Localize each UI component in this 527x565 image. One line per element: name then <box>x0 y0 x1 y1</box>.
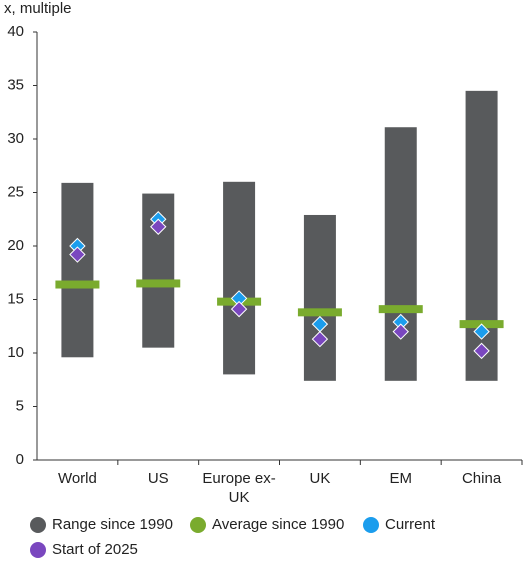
y-tick-label: 5 <box>16 397 24 414</box>
legend-swatch <box>363 517 379 533</box>
average-marker <box>136 279 181 288</box>
y-tick-label: 35 <box>7 76 24 93</box>
y-tick-label: 20 <box>7 237 24 254</box>
average-marker <box>297 308 342 317</box>
diamond-marker <box>69 246 86 263</box>
legend-label: Range since 1990 <box>52 516 173 533</box>
legend-label: Current <box>385 516 436 533</box>
diamond-marker <box>392 323 409 340</box>
y-tick-label: 10 <box>7 344 24 361</box>
y-axis-label: x, multiple <box>4 0 72 17</box>
diamond-marker <box>473 323 490 340</box>
average-marker <box>55 280 100 289</box>
y-tick-label: 40 <box>7 23 24 40</box>
diamond-marker <box>150 218 167 235</box>
legend-swatch <box>190 517 206 533</box>
diamond-marker <box>473 342 490 360</box>
x-tick-label: EM <box>389 470 413 487</box>
y-tick-label: 0 <box>16 451 24 468</box>
y-tick-label: 25 <box>7 183 24 200</box>
x-tick-label: US <box>147 470 169 487</box>
y-tick-label: 30 <box>7 130 24 147</box>
x-tick-label: Europe ex-UK <box>202 470 276 506</box>
legend-label: Start of 2025 <box>52 541 138 558</box>
x-tick-label: China <box>461 470 502 487</box>
legend-swatch <box>30 517 46 533</box>
diamond-marker <box>311 330 329 348</box>
range-bar <box>303 214 336 381</box>
average-marker <box>378 305 423 314</box>
x-tick-label: World <box>57 470 97 487</box>
range-bar <box>384 127 417 381</box>
y-tick-label: 15 <box>7 290 24 307</box>
range-bar <box>223 181 256 375</box>
diamond-marker <box>230 300 248 318</box>
legend-swatch <box>30 542 46 558</box>
legend-label: Average since 1990 <box>212 516 344 533</box>
range-bar <box>61 182 94 358</box>
x-tick-label: UK <box>309 470 331 487</box>
